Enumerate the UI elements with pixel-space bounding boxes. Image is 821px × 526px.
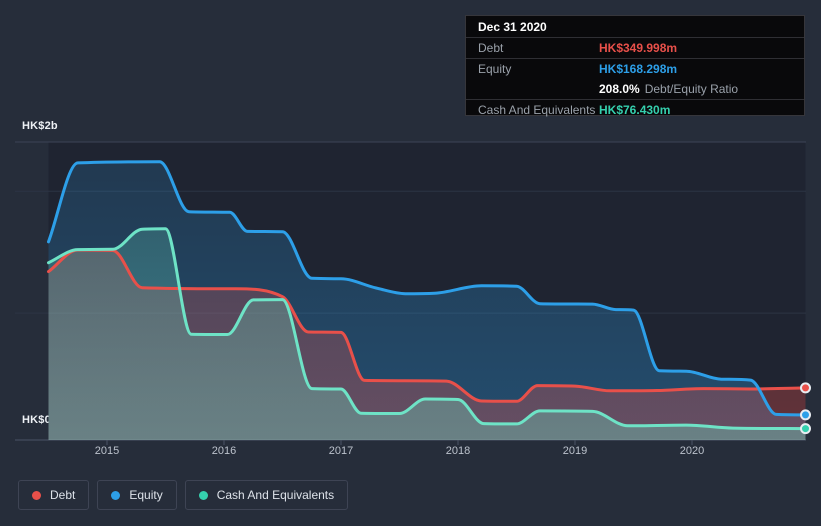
tooltip-date: Dec 31 2020 (466, 16, 804, 38)
tooltip-debt-label: Debt (478, 41, 504, 55)
legend-dot-equity (111, 490, 121, 500)
y-axis-label-zero: HK$0 (22, 414, 51, 426)
tooltip-row-cash: Cash And Equivalents HK$76.430m (466, 100, 804, 120)
x-axis-label-2020: 2020 (679, 445, 705, 457)
legend-item-debt[interactable]: Debt (18, 480, 90, 510)
area-cash-and-equivalents (48, 228, 806, 440)
x-axis-label-2015: 2015 (94, 445, 120, 457)
endpoint-dot-equity (800, 409, 811, 421)
legend-item-cash[interactable]: Cash And Equivalents (184, 480, 349, 510)
tooltip-debt-value: HK$349.998m (599, 41, 678, 55)
line-equity (47, 160, 807, 417)
y-axis-label-max: HK$2b (22, 120, 58, 132)
x-axis-label-2018: 2018 (445, 445, 471, 457)
x-axis-label-2016: 2016 (211, 445, 237, 457)
tooltip-equity-label: Equity (478, 62, 512, 76)
legend-dot-cash (198, 490, 208, 500)
tooltip-row-equity: Equity HK$168.298m (466, 59, 804, 79)
legend-dot-debt (32, 490, 41, 500)
tooltip-cash-label: Cash And Equivalents (478, 103, 596, 117)
line-debt (47, 248, 807, 403)
x-axis-label-2017: 2017 (328, 445, 354, 457)
endpoint-dot-cash-and-equivalents (800, 423, 811, 435)
tooltip-cash-value: HK$76.430m (599, 103, 671, 117)
legend: Debt Equity Cash And Equivalents (18, 480, 349, 510)
tooltip-equity-value: HK$168.298m (599, 62, 678, 76)
tooltip-ratio-value: 208.0% (599, 82, 640, 96)
x-axis-label-2019: 2019 (562, 445, 588, 457)
legend-label-debt: Debt (50, 488, 76, 502)
tooltip-row-ratio: 208.0% Debt/Equity Ratio (466, 79, 804, 100)
legend-label-cash: Cash And Equivalents (216, 488, 335, 502)
tooltip-row-debt: Debt HK$349.998m (466, 38, 804, 59)
tooltip-ratio-label: Debt/Equity Ratio (644, 82, 739, 96)
legend-label-equity: Equity (129, 488, 163, 502)
legend-item-equity[interactable]: Equity (97, 480, 177, 510)
tooltip: Dec 31 2020 Debt HK$349.998m Equity HK$1… (465, 15, 805, 117)
endpoint-dot-debt (800, 382, 811, 394)
line-cash-and-equivalents (47, 227, 807, 431)
